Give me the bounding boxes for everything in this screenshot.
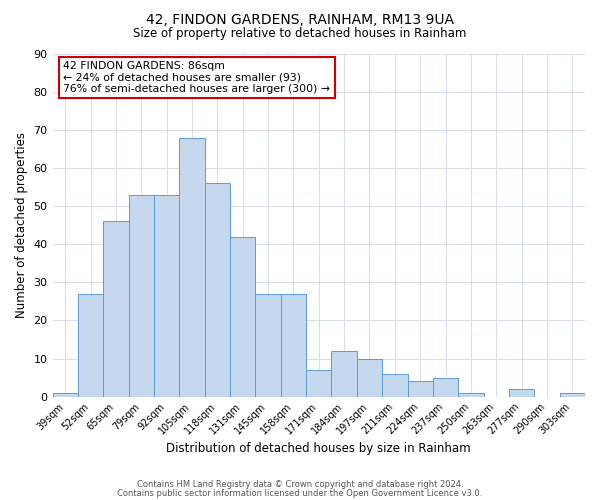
Bar xyxy=(154,195,179,396)
Bar xyxy=(256,294,281,396)
Bar xyxy=(458,393,484,396)
Text: 42 FINDON GARDENS: 86sqm
← 24% of detached houses are smaller (93)
76% of semi-d: 42 FINDON GARDENS: 86sqm ← 24% of detach… xyxy=(63,61,330,94)
Bar xyxy=(306,370,331,396)
Bar xyxy=(281,294,306,396)
Text: 42, FINDON GARDENS, RAINHAM, RM13 9UA: 42, FINDON GARDENS, RAINHAM, RM13 9UA xyxy=(146,12,454,26)
Y-axis label: Number of detached properties: Number of detached properties xyxy=(15,132,28,318)
Bar xyxy=(407,382,433,396)
Bar xyxy=(433,378,458,396)
Text: Contains HM Land Registry data © Crown copyright and database right 2024.: Contains HM Land Registry data © Crown c… xyxy=(137,480,463,489)
Bar xyxy=(560,393,585,396)
Bar xyxy=(103,222,128,396)
Text: Size of property relative to detached houses in Rainham: Size of property relative to detached ho… xyxy=(133,28,467,40)
Bar xyxy=(179,138,205,396)
Bar xyxy=(78,294,103,396)
Bar xyxy=(128,195,154,396)
Bar xyxy=(331,351,357,397)
Bar xyxy=(382,374,407,396)
Bar xyxy=(509,389,534,396)
Bar xyxy=(230,236,256,396)
Bar xyxy=(357,358,382,397)
Bar xyxy=(205,184,230,396)
Bar xyxy=(53,393,78,396)
Text: Contains public sector information licensed under the Open Government Licence v3: Contains public sector information licen… xyxy=(118,489,482,498)
X-axis label: Distribution of detached houses by size in Rainham: Distribution of detached houses by size … xyxy=(166,442,471,455)
